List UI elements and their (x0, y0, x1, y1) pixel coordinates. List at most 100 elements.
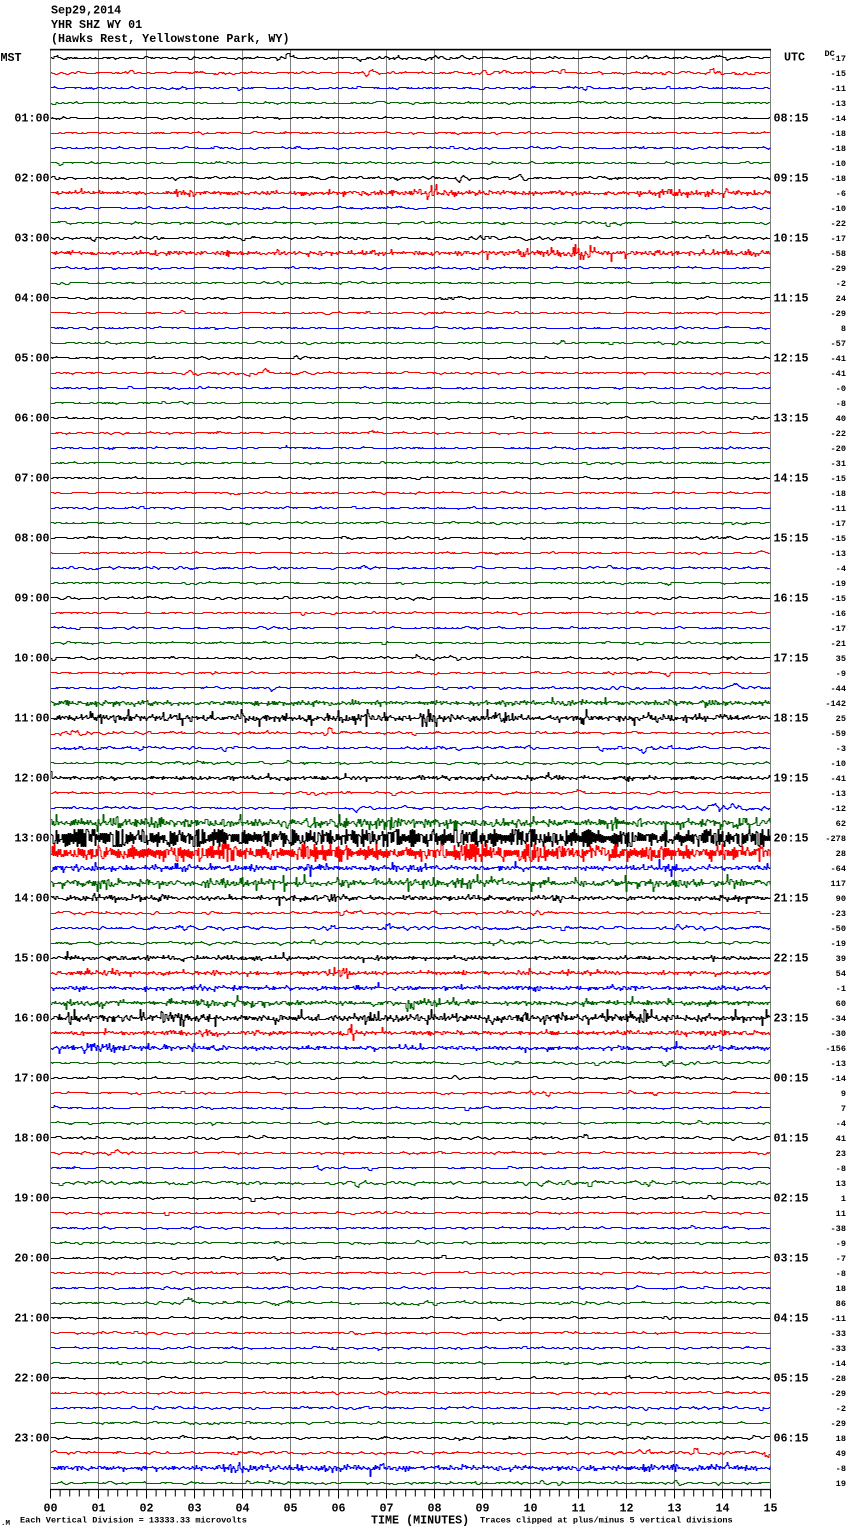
svg-text:-59: -59 (831, 729, 846, 739)
svg-text:-22: -22 (831, 219, 846, 229)
svg-text:14: 14 (715, 1502, 729, 1516)
svg-text:-8: -8 (836, 1269, 846, 1279)
svg-text:20:15: 20:15 (774, 832, 809, 846)
svg-text:17:15: 17:15 (774, 652, 809, 666)
svg-text:04:15: 04:15 (774, 1312, 809, 1326)
svg-text:-3: -3 (836, 744, 846, 754)
svg-text:-44: -44 (831, 684, 846, 694)
svg-text:Each Vertical Division = 13333: Each Vertical Division = 13333.33 microv… (20, 1516, 247, 1526)
svg-text:-9: -9 (836, 669, 846, 679)
svg-text:10:00: 10:00 (14, 652, 49, 666)
svg-text:-29: -29 (831, 309, 846, 319)
svg-text:Sep29,2014: Sep29,2014 (51, 4, 121, 18)
svg-text:90: 90 (836, 894, 846, 904)
svg-text:05:00: 05:00 (14, 352, 49, 366)
svg-text:-58: -58 (831, 249, 846, 259)
svg-text:-38: -38 (831, 1224, 846, 1234)
svg-text:03:00: 03:00 (14, 232, 49, 246)
svg-text:-50: -50 (831, 924, 846, 934)
svg-text:18:00: 18:00 (14, 1132, 49, 1146)
svg-text:11:00: 11:00 (14, 712, 49, 726)
svg-text:25: 25 (836, 714, 846, 724)
svg-text:-15: -15 (831, 534, 846, 544)
svg-text:00:15: 00:15 (774, 1072, 809, 1086)
svg-text:-0: -0 (836, 384, 846, 394)
svg-text:-18: -18 (831, 144, 846, 154)
svg-text:-2: -2 (836, 279, 846, 289)
svg-text:22:00: 22:00 (14, 1372, 49, 1386)
svg-text:01: 01 (91, 1502, 105, 1516)
svg-text:-13: -13 (831, 549, 846, 559)
svg-text:14:00: 14:00 (14, 892, 49, 906)
svg-text:-2: -2 (836, 1404, 846, 1414)
svg-text:-14: -14 (831, 1359, 846, 1369)
svg-text:15:15: 15:15 (774, 532, 809, 546)
svg-text:-12: -12 (831, 804, 846, 814)
svg-text:-10: -10 (831, 159, 846, 169)
svg-text:07: 07 (379, 1502, 393, 1516)
svg-text:08:00: 08:00 (14, 532, 49, 546)
svg-text:14:15: 14:15 (774, 472, 809, 486)
svg-text:-10: -10 (831, 204, 846, 214)
svg-text:02:15: 02:15 (774, 1192, 809, 1206)
svg-text:05:15: 05:15 (774, 1372, 809, 1386)
svg-text:10:15: 10:15 (774, 232, 809, 246)
svg-text:13: 13 (667, 1502, 681, 1516)
svg-text:28: 28 (836, 849, 846, 859)
svg-text:8: 8 (841, 324, 846, 334)
svg-text:09:15: 09:15 (774, 172, 809, 186)
svg-text:04: 04 (235, 1502, 249, 1516)
svg-text:08:15: 08:15 (774, 112, 809, 126)
svg-text:-8: -8 (836, 1464, 846, 1474)
svg-text:-29: -29 (831, 1389, 846, 1399)
svg-text:49: 49 (836, 1449, 846, 1459)
svg-text:-13: -13 (831, 99, 846, 109)
svg-text:-17: -17 (831, 624, 846, 634)
svg-text:19: 19 (836, 1479, 846, 1489)
svg-text:-34: -34 (831, 1014, 846, 1024)
svg-text:-14: -14 (831, 114, 846, 124)
svg-text:01:15: 01:15 (774, 1132, 809, 1146)
svg-text:-41: -41 (831, 354, 846, 364)
svg-text:(Hawks Rest, Yellowstone Park,: (Hawks Rest, Yellowstone Park, WY) (51, 32, 289, 46)
svg-text:-11: -11 (831, 504, 846, 514)
svg-text:-30: -30 (831, 1029, 846, 1039)
svg-text:15:00: 15:00 (14, 952, 49, 966)
svg-text:UTC: UTC (784, 51, 805, 65)
svg-text:7: 7 (841, 1104, 846, 1114)
svg-text:09: 09 (475, 1502, 489, 1516)
svg-text:15: 15 (763, 1502, 777, 1516)
svg-text:-6: -6 (836, 189, 846, 199)
svg-text:-29: -29 (831, 264, 846, 274)
svg-text:05: 05 (283, 1502, 297, 1516)
svg-text:-16: -16 (831, 609, 846, 619)
svg-text:-15: -15 (831, 594, 846, 604)
svg-text:12: 12 (619, 1502, 633, 1516)
svg-text:-23: -23 (831, 909, 846, 919)
svg-text:00: 00 (43, 1502, 57, 1516)
svg-text:-7: -7 (836, 1254, 846, 1264)
svg-text:TIME (MINUTES): TIME (MINUTES) (371, 1514, 469, 1528)
svg-text:18: 18 (836, 1434, 846, 1444)
svg-text:DC: DC (825, 49, 835, 59)
svg-text:.M: .M (1, 1520, 11, 1528)
svg-text:06: 06 (331, 1502, 345, 1516)
svg-text:18:15: 18:15 (774, 712, 809, 726)
svg-text:-57: -57 (831, 339, 846, 349)
svg-text:-13: -13 (831, 789, 846, 799)
svg-text:13:00: 13:00 (14, 832, 49, 846)
svg-text:-28: -28 (831, 1374, 846, 1384)
svg-text:08: 08 (427, 1502, 441, 1516)
svg-text:-15: -15 (831, 474, 846, 484)
svg-text:19:15: 19:15 (774, 772, 809, 786)
svg-text:11: 11 (836, 1209, 846, 1219)
svg-text:12:00: 12:00 (14, 772, 49, 786)
svg-text:-21: -21 (831, 639, 846, 649)
svg-text:-278: -278 (825, 834, 846, 844)
svg-text:24: 24 (836, 294, 846, 304)
svg-text:-33: -33 (831, 1344, 846, 1354)
svg-text:-14: -14 (831, 1074, 846, 1084)
svg-text:07:00: 07:00 (14, 472, 49, 486)
svg-text:23: 23 (836, 1149, 846, 1159)
svg-text:-17: -17 (831, 54, 846, 64)
